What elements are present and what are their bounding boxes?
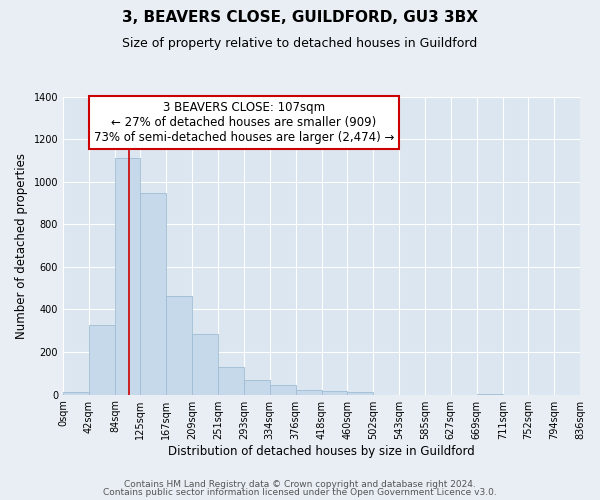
Text: 3 BEAVERS CLOSE: 107sqm
← 27% of detached houses are smaller (909)
73% of semi-d: 3 BEAVERS CLOSE: 107sqm ← 27% of detache… bbox=[94, 101, 394, 144]
Text: Size of property relative to detached houses in Guildford: Size of property relative to detached ho… bbox=[122, 38, 478, 51]
Text: Contains public sector information licensed under the Open Government Licence v3: Contains public sector information licen… bbox=[103, 488, 497, 497]
Bar bbox=[140, 194, 166, 394]
Y-axis label: Number of detached properties: Number of detached properties bbox=[15, 152, 28, 338]
Text: Contains HM Land Registry data © Crown copyright and database right 2024.: Contains HM Land Registry data © Crown c… bbox=[124, 480, 476, 489]
Bar bbox=[89, 326, 115, 394]
Bar bbox=[269, 385, 296, 394]
Bar bbox=[63, 392, 89, 394]
Bar bbox=[244, 380, 269, 394]
Text: 3, BEAVERS CLOSE, GUILDFORD, GU3 3BX: 3, BEAVERS CLOSE, GUILDFORD, GU3 3BX bbox=[122, 10, 478, 25]
X-axis label: Distribution of detached houses by size in Guildford: Distribution of detached houses by size … bbox=[168, 444, 475, 458]
Bar bbox=[347, 392, 373, 394]
Bar bbox=[296, 390, 322, 394]
Bar bbox=[115, 158, 140, 394]
Bar bbox=[192, 334, 218, 394]
Bar bbox=[166, 296, 192, 394]
Bar bbox=[322, 391, 347, 394]
Bar bbox=[218, 368, 244, 394]
